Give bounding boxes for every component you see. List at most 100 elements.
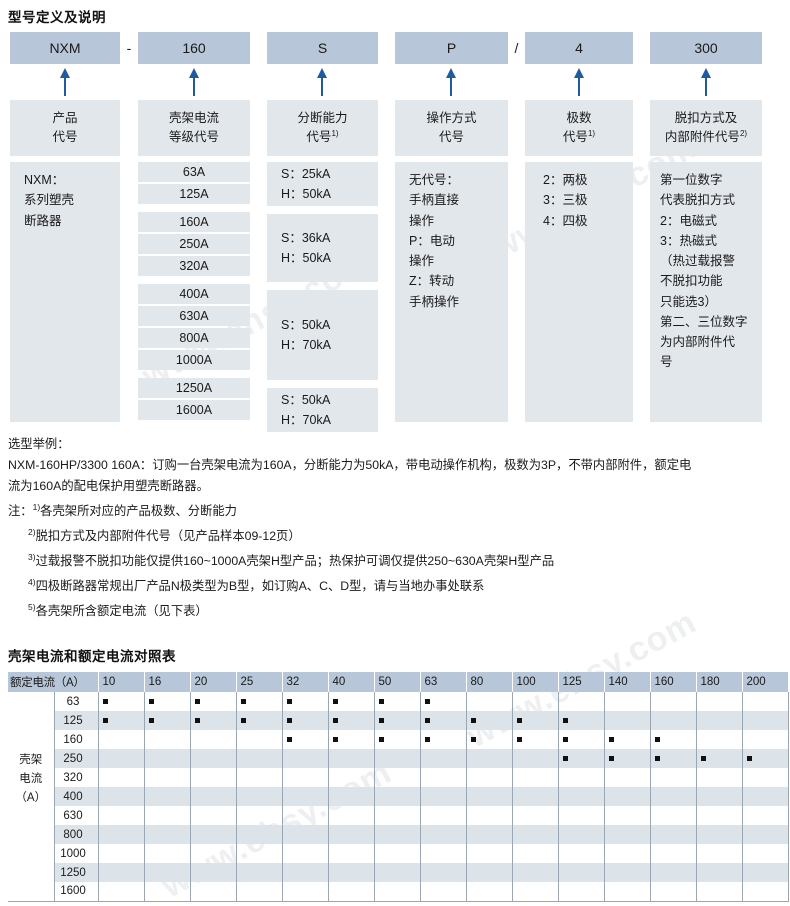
col-header-50: 50	[374, 672, 421, 692]
body-line: 第二、三位数字	[660, 314, 748, 329]
empty-cell	[236, 749, 283, 768]
empty-cell	[144, 882, 191, 902]
availability-mark-cell	[420, 730, 467, 749]
chip-group: 400A 630A 800A 1000A	[138, 284, 250, 370]
availability-mark-cell	[420, 692, 467, 711]
col-header-125: 125	[558, 672, 605, 692]
code-box-product: NXM	[10, 32, 120, 64]
empty-cell	[650, 711, 697, 730]
empty-cell	[328, 749, 375, 768]
row-group-label-cell	[8, 806, 54, 825]
capacity-line: S：25kA	[281, 167, 331, 181]
availability-dot	[746, 756, 752, 761]
frame-current-cell: 320	[53, 768, 99, 787]
col-header-25: 25	[236, 672, 283, 692]
body-box-product: NXM： 系列塑壳 断路器	[10, 162, 120, 422]
empty-cell	[190, 863, 237, 882]
comparison-table-wrap: 额定电流（A） 10 16 20 25 32 40 50 63 80 100 1…	[8, 672, 789, 902]
arrow-up-icon	[573, 68, 585, 96]
availability-mark-cell	[558, 711, 605, 730]
col-header-20: 20	[190, 672, 237, 692]
note-item: 5)各壳架所含额定电流（见下表）	[8, 597, 788, 622]
empty-cell	[190, 844, 237, 863]
empty-cell	[282, 787, 329, 806]
empty-cell	[98, 844, 145, 863]
body-line: 操作	[409, 213, 435, 228]
empty-cell	[420, 863, 467, 882]
availability-dot	[424, 737, 430, 742]
separator-slash: /	[514, 40, 519, 56]
empty-cell	[98, 882, 145, 902]
capacity-line: H：50kA	[281, 187, 332, 201]
note-item: 注：1)各壳架所对应的产品极数、分断能力	[8, 497, 788, 522]
empty-cell	[328, 825, 375, 844]
availability-dot	[240, 718, 246, 723]
empty-cell	[696, 806, 743, 825]
empty-cell	[236, 882, 283, 902]
availability-dot	[700, 756, 706, 761]
frame-current-cell: 800	[53, 825, 99, 844]
availability-dot	[378, 737, 384, 742]
desc-box-operation-mode: 操作方式 代号	[395, 100, 508, 156]
capacity-line: S：36kA	[281, 231, 331, 245]
empty-cell	[650, 787, 697, 806]
col-header-80: 80	[466, 672, 513, 692]
frame-current-cell: 1250	[53, 863, 99, 882]
body-line: 2：电磁式	[660, 213, 717, 228]
desc-line: 壳架电流	[168, 110, 219, 125]
empty-cell	[512, 749, 559, 768]
table-row: 63	[8, 692, 789, 711]
availability-dot	[608, 737, 614, 742]
empty-cell	[696, 882, 743, 902]
row-group-label-cell	[8, 730, 54, 749]
availability-dot	[562, 756, 568, 761]
body-line: 断路器	[24, 213, 62, 228]
availability-mark-cell	[650, 749, 697, 768]
empty-cell	[374, 844, 421, 863]
availability-dot	[194, 718, 200, 723]
availability-dot	[332, 737, 338, 742]
body-line: 3：三极	[543, 193, 588, 208]
availability-mark-cell	[466, 711, 513, 730]
empty-cell	[328, 768, 375, 787]
note-text: 过载报警不脱扣功能仅提供160~1000A壳架H型产品；热保护可调仅提供250~…	[35, 554, 555, 569]
note-text: 各壳架所含额定电流（见下表）	[35, 604, 208, 619]
arrow-up-icon	[316, 68, 328, 96]
desc-line: 操作方式	[426, 110, 477, 125]
availability-dot	[286, 718, 292, 723]
body-line: 为内部附件代	[660, 335, 736, 349]
empty-cell	[650, 692, 697, 711]
empty-cell	[190, 882, 237, 902]
breaking-capacity-group: S：36kA H：50kA	[267, 214, 378, 282]
row-group-label-cell	[8, 692, 54, 711]
body-line: NXM：	[24, 173, 65, 187]
chip-group: 160A 250A 320A	[138, 212, 250, 276]
empty-cell	[650, 844, 697, 863]
availability-dot	[424, 718, 430, 723]
body-line: P：电动	[409, 233, 455, 248]
table-row: 125	[8, 711, 789, 730]
chip-group: 63A 125A	[138, 162, 250, 204]
empty-cell	[604, 692, 651, 711]
table-row: 1600	[8, 882, 789, 902]
empty-cell	[696, 863, 743, 882]
empty-cell	[374, 882, 421, 902]
empty-cell	[466, 787, 513, 806]
section-title-comparison-table: 壳架电流和额定电流对照表	[8, 649, 176, 664]
empty-cell	[604, 882, 651, 902]
code-box-trip-accessory: 300	[650, 32, 762, 64]
empty-cell	[144, 787, 191, 806]
notes-section: 选型举例： NXM-160HP/3300 160A：订购一台壳架电流为160A，…	[8, 434, 788, 622]
empty-cell	[650, 882, 697, 902]
empty-cell	[328, 863, 375, 882]
frame-current-chip: 400A	[138, 284, 250, 304]
empty-cell	[466, 692, 513, 711]
empty-cell	[512, 825, 559, 844]
desc-line: 分断能力	[297, 110, 348, 125]
col-header-100: 100	[512, 672, 559, 692]
empty-cell	[236, 806, 283, 825]
empty-cell	[604, 863, 651, 882]
empty-cell	[420, 806, 467, 825]
availability-mark-cell	[282, 711, 329, 730]
availability-mark-cell	[98, 711, 145, 730]
